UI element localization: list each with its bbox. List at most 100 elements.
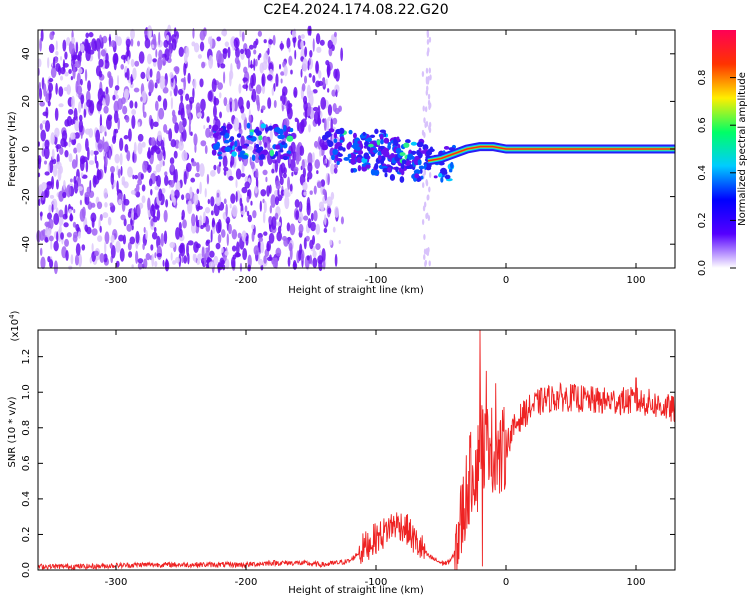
noise-speck [303, 191, 307, 196]
noise-speck [96, 169, 102, 181]
noise-speck [289, 223, 296, 236]
noise-speck [274, 159, 279, 173]
signal-speck [380, 139, 384, 145]
noise-speck [126, 223, 133, 232]
noise-speck [64, 119, 70, 127]
signal-speck [273, 127, 281, 133]
signal-speck [347, 141, 353, 148]
signal-speck [283, 124, 287, 132]
noise-speck [84, 128, 91, 135]
noise-speck [229, 72, 232, 87]
noise-speck [54, 127, 60, 138]
noise-speck [192, 27, 195, 39]
noise-speck [84, 194, 90, 206]
signal-speck [286, 135, 294, 142]
noise-speck [282, 173, 287, 179]
noise-speck [117, 117, 120, 130]
signal-speck [384, 172, 388, 178]
noise-speck [83, 108, 87, 118]
noise-speck [290, 141, 296, 154]
noise-speck [286, 222, 291, 232]
noise-speck [274, 257, 278, 269]
noise-speck [268, 232, 275, 244]
noise-speck [158, 49, 163, 60]
noise-speck [66, 84, 71, 95]
noise-speck [141, 90, 147, 104]
noise-speck [224, 41, 230, 47]
noise-speck [287, 256, 291, 267]
noise-speck [324, 189, 327, 200]
noise-speck [210, 196, 215, 207]
noise-speck [56, 145, 59, 153]
noise-speck [425, 67, 429, 74]
noise-speck [174, 122, 179, 134]
noise-speck [316, 170, 319, 175]
noise-speck [41, 181, 47, 190]
noise-speck [303, 75, 308, 84]
noise-speck [44, 236, 49, 243]
signal-speck [223, 139, 230, 144]
signal-speck [246, 122, 251, 129]
noise-speck [55, 179, 59, 190]
noise-speck [81, 206, 86, 219]
snr-plot-area [38, 330, 675, 570]
noise-speck [165, 199, 169, 208]
noise-speck [47, 100, 51, 107]
noise-speck [253, 58, 256, 71]
noise-speck [109, 242, 113, 249]
noise-speck [99, 113, 103, 128]
signal-speck [371, 169, 378, 174]
noise-speck [201, 246, 205, 258]
noise-speck [178, 120, 183, 134]
noise-speck [156, 253, 162, 258]
noise-speck [309, 25, 312, 36]
noise-speck [306, 255, 310, 261]
noise-speck [423, 117, 426, 124]
noise-speck [307, 90, 314, 96]
noise-speck [173, 27, 177, 38]
noise-speck [218, 161, 222, 167]
noise-speck [304, 46, 308, 58]
noise-speck [200, 98, 206, 112]
signal-speck [332, 148, 339, 155]
noise-speck [77, 231, 82, 239]
noise-speck [224, 250, 229, 256]
noise-speck [269, 130, 273, 141]
colorbar-tick-label: 0.0 [697, 260, 708, 276]
noise-speck [187, 72, 191, 84]
noise-speck [164, 175, 169, 186]
signal-speck [258, 135, 263, 141]
noise-speck [127, 56, 130, 65]
noise-speck [181, 256, 184, 264]
colorbar-tick-label: 0.4 [697, 165, 708, 181]
noise-speck [85, 32, 90, 39]
signal-speck [405, 165, 411, 170]
noise-speck [138, 51, 145, 64]
noise-speck [43, 83, 47, 97]
noise-speck [64, 204, 68, 219]
signal-speck [282, 155, 288, 161]
noise-speck [313, 210, 318, 222]
noise-speck [157, 130, 162, 142]
noise-speck [78, 68, 83, 74]
noise-speck [43, 146, 50, 160]
noise-speck [201, 61, 206, 69]
noise-speck [423, 234, 426, 241]
noise-speck [132, 67, 137, 81]
noise-speck [113, 58, 117, 71]
signal-speck [212, 143, 220, 151]
x-tick-label: 0 [503, 577, 509, 588]
noise-speck [137, 258, 144, 264]
noise-speck [267, 97, 272, 109]
noise-speck [247, 214, 253, 223]
noise-speck [277, 188, 280, 197]
signal-speck [236, 133, 242, 138]
noise-speck [68, 153, 73, 163]
noise-speck [323, 227, 328, 233]
noise-speck [65, 249, 69, 262]
signal-speck [339, 139, 344, 143]
noise-speck [169, 72, 174, 79]
signal-speck [218, 127, 224, 132]
signal-speck [350, 168, 354, 173]
noise-speck [322, 77, 326, 88]
